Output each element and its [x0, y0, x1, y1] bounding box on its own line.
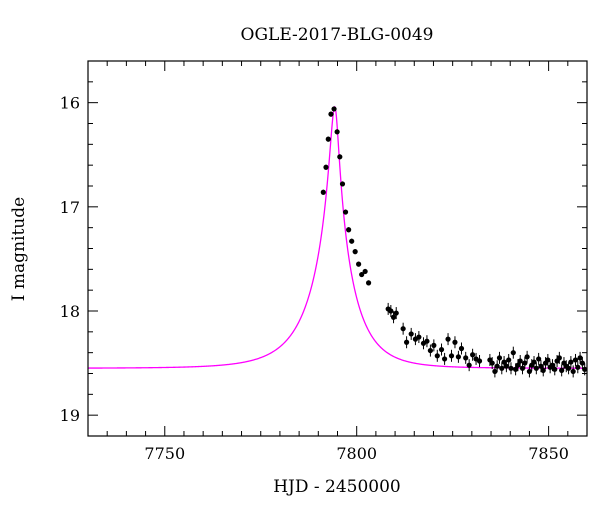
- data-point: [501, 359, 507, 365]
- y-axis-label: I magnitude: [9, 197, 29, 301]
- y-tick-label: 19: [60, 406, 80, 425]
- data-point: [476, 358, 483, 364]
- data-point: [582, 366, 587, 372]
- data-point: [352, 249, 358, 255]
- data-point: [408, 331, 414, 337]
- data-point: [565, 365, 572, 371]
- data-point: [489, 360, 495, 366]
- x-axis-label: HJD - 2450000: [273, 477, 401, 497]
- x-tick-label: 7850: [528, 444, 569, 463]
- model-curve: [88, 105, 587, 369]
- data-point: [323, 164, 329, 170]
- data-point: [531, 359, 537, 365]
- data-point: [339, 181, 346, 187]
- data-point: [388, 308, 394, 314]
- data-point: [538, 363, 544, 369]
- axis-ticks: [87, 60, 588, 437]
- data-point: [365, 280, 372, 286]
- data-point: [470, 352, 476, 358]
- data-point: [452, 339, 458, 345]
- data-point: [349, 238, 355, 244]
- data-point: [320, 189, 326, 195]
- data-point: [533, 365, 539, 371]
- data-point: [448, 353, 455, 359]
- data-point: [540, 367, 546, 373]
- data-point: [510, 350, 516, 356]
- data-point: [508, 365, 514, 371]
- data-points: [320, 106, 587, 378]
- data-point: [334, 129, 340, 135]
- y-tick-label: 18: [60, 302, 80, 321]
- data-point: [577, 355, 583, 361]
- data-point: [503, 363, 509, 369]
- data-point: [427, 347, 433, 354]
- data-point: [362, 268, 368, 275]
- axis-tick-labels: 7750 7800 7850 16 17 18 19: [60, 94, 569, 463]
- data-point: [403, 339, 410, 345]
- x-tick-label: 7800: [336, 444, 377, 463]
- data-point: [441, 356, 448, 362]
- data-point: [458, 345, 465, 352]
- data-point: [431, 342, 437, 348]
- data-point: [328, 111, 334, 117]
- data-point: [466, 362, 472, 368]
- data-point: [416, 334, 422, 340]
- data-point: [337, 154, 343, 160]
- data-point: [463, 355, 469, 361]
- data-point: [522, 360, 528, 366]
- data-point: [492, 368, 498, 375]
- data-point: [536, 356, 542, 362]
- data-point: [559, 367, 565, 373]
- y-tick-label: 17: [60, 198, 80, 217]
- data-point: [549, 362, 556, 368]
- data-point: [496, 355, 503, 361]
- data-point: [331, 106, 337, 112]
- data-point: [499, 365, 505, 371]
- data-point: [575, 364, 581, 370]
- data-point: [568, 359, 574, 365]
- x-tick-label: 7750: [144, 444, 185, 463]
- data-point: [424, 338, 430, 344]
- data-point: [545, 357, 551, 363]
- data-point: [515, 362, 521, 368]
- data-point: [342, 209, 349, 215]
- data-point: [506, 357, 512, 363]
- data-point: [393, 310, 399, 316]
- data-point: [579, 360, 585, 366]
- data-point: [524, 354, 530, 360]
- chart-title: OGLE-2017-BLG-0049: [241, 25, 434, 45]
- data-point: [556, 355, 562, 361]
- data-point: [526, 368, 533, 375]
- data-point: [455, 354, 462, 360]
- data-point: [445, 336, 451, 342]
- data-point: [517, 358, 523, 364]
- plot-frame: [87, 60, 588, 437]
- data-point: [400, 326, 406, 332]
- data-point: [513, 366, 519, 372]
- data-point: [438, 346, 445, 353]
- data-point: [356, 261, 362, 267]
- data-point: [519, 365, 526, 371]
- data-point: [390, 314, 397, 320]
- data-point: [434, 353, 440, 359]
- data-point: [325, 136, 331, 142]
- data-point: [570, 368, 576, 375]
- data-point: [572, 357, 579, 363]
- y-tick-label: 16: [60, 94, 80, 113]
- data-point: [552, 366, 558, 372]
- data-point: [359, 271, 365, 278]
- plot-area: [88, 105, 587, 378]
- data-point: [346, 227, 352, 233]
- data-point: [494, 363, 500, 369]
